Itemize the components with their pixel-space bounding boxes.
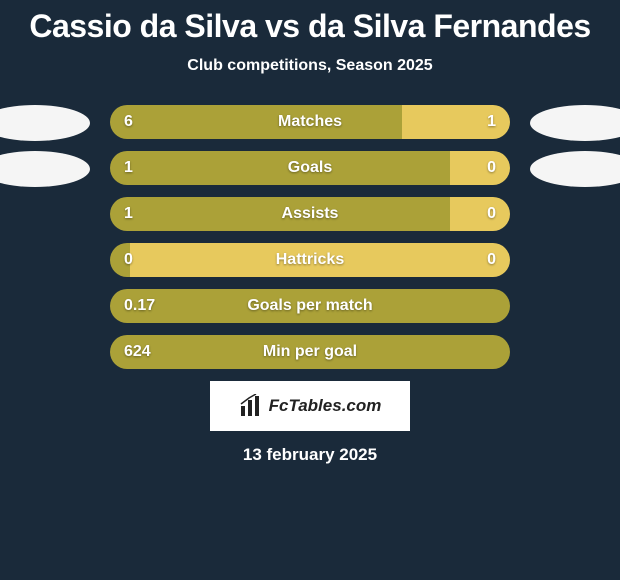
stat-row: 0Hattricks0 [110,243,510,277]
stat-row: 624Min per goal [110,335,510,369]
stat-label: Goals per match [180,297,440,315]
value-left: 0 [110,251,180,269]
value-left: 624 [110,343,180,361]
value-right: 0 [440,159,510,177]
chart-icon [239,394,263,418]
stat-row: 6Matches1 [110,105,510,139]
stats-container: 6Matches11Goals01Assists00Hattricks00.17… [110,105,510,369]
subtitle: Club competitions, Season 2025 [0,57,620,75]
stat-label: Goals [180,159,440,177]
page-title: Cassio da Silva vs da Silva Fernandes [0,0,620,45]
stat-row: 1Assists0 [110,197,510,231]
date-text: 13 february 2025 [0,445,620,465]
logo-text: FcTables.com [269,396,382,416]
value-left: 1 [110,205,180,223]
avatar-left [0,105,90,141]
stat-label: Min per goal [180,343,440,361]
value-left: 1 [110,159,180,177]
avatar-right [530,105,620,141]
value-right: 0 [440,205,510,223]
stat-label: Assists [180,205,440,223]
value-left: 0.17 [110,297,180,315]
value-left: 6 [110,113,180,131]
avatar-right [530,151,620,187]
stat-row: 0.17Goals per match [110,289,510,323]
value-right: 1 [440,113,510,131]
stat-row: 1Goals0 [110,151,510,185]
avatar-left [0,151,90,187]
stat-label: Hattricks [180,251,440,269]
stat-label: Matches [180,113,440,131]
value-right: 0 [440,251,510,269]
logo-box: FcTables.com [210,381,410,431]
